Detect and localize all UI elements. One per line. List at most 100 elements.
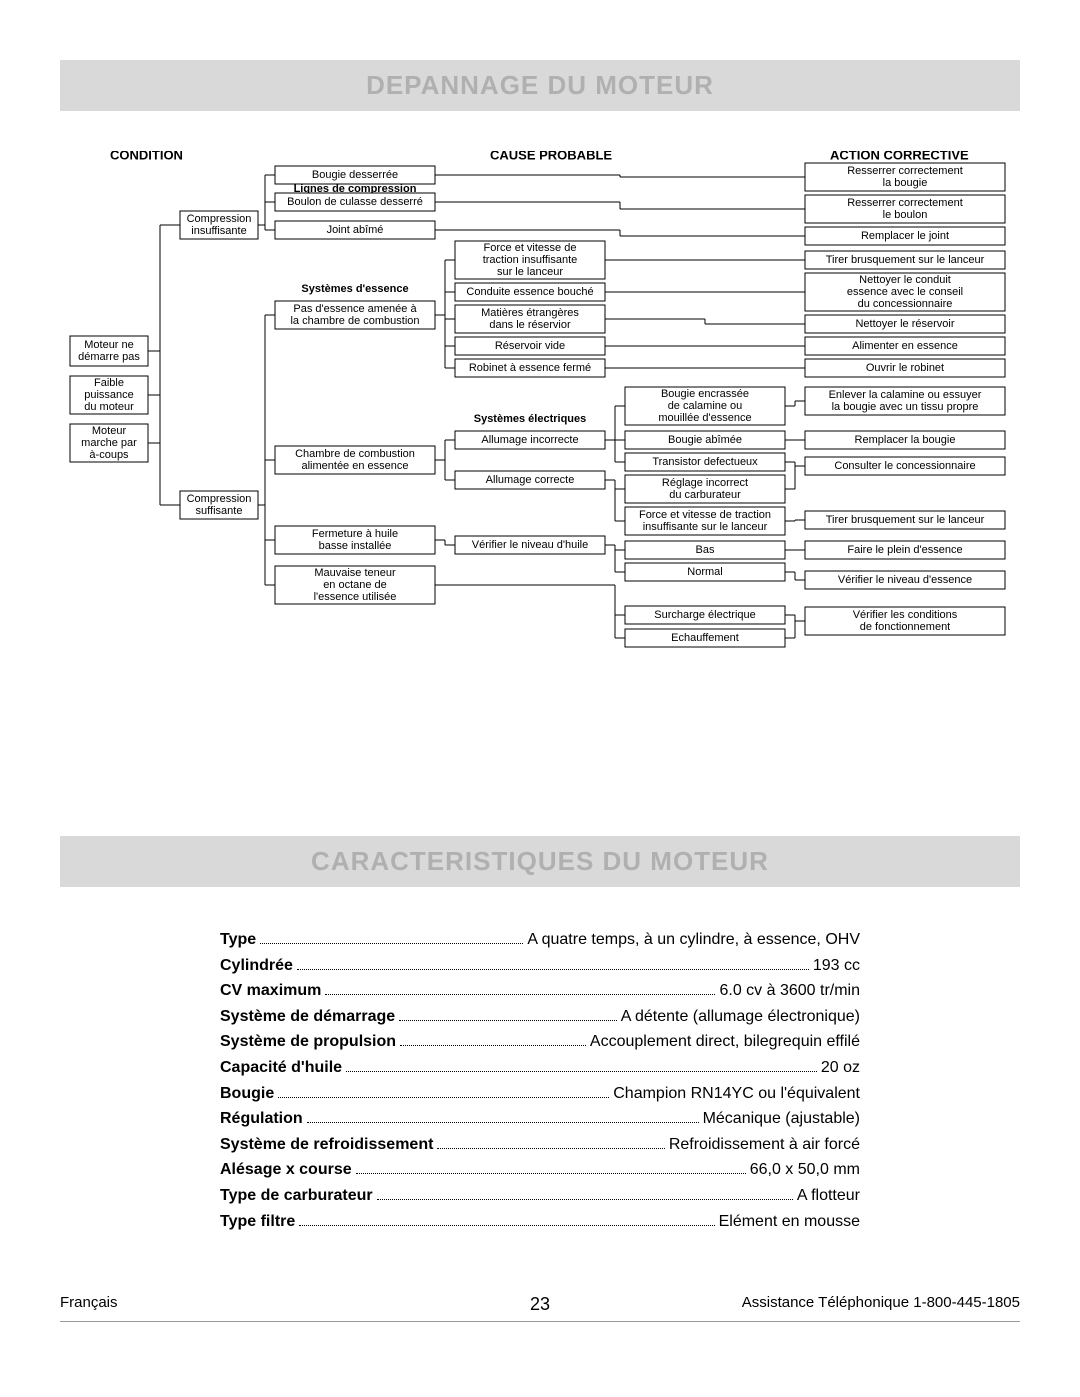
svg-text:Systèmes électriques: Systèmes électriques — [474, 413, 587, 425]
svg-text:Compression: Compression — [187, 213, 252, 225]
svg-text:du moteur: du moteur — [84, 401, 134, 413]
svg-text:Allumage correcte: Allumage correcte — [486, 474, 575, 486]
svg-text:insuffisante: insuffisante — [191, 225, 246, 237]
spec-row: Système de propulsion Accouplement direct… — [220, 1029, 860, 1055]
svg-text:Compression: Compression — [187, 493, 252, 505]
svg-text:insuffisante sur le lanceur: insuffisante sur le lanceur — [643, 521, 768, 533]
svg-text:l'essence utilisée: l'essence utilisée — [314, 591, 397, 603]
spec-row: Type filtreElément en mousse — [220, 1209, 860, 1235]
spec-row: Type de carburateur A flotteur — [220, 1183, 860, 1209]
svg-text:Ouvrir le robinet: Ouvrir le robinet — [866, 362, 944, 374]
svg-text:Chambre de combustion: Chambre de combustion — [295, 448, 415, 460]
svg-text:le boulon: le boulon — [883, 209, 928, 221]
svg-text:Faire le plein d'essence: Faire le plein d'essence — [847, 544, 962, 556]
banner-caracteristiques: CARACTERISTIQUES DU MOTEUR — [60, 836, 1020, 887]
svg-text:mouillée d'essence: mouillée d'essence — [658, 412, 751, 424]
svg-text:Bougie desserrée: Bougie desserrée — [312, 169, 398, 181]
svg-text:sur le lanceur: sur le lanceur — [497, 266, 563, 278]
spec-dots — [356, 1162, 746, 1175]
svg-text:CAUSE PROBABLE: CAUSE PROBABLE — [490, 151, 612, 162]
spec-row: BougieChampion RN14YC ou l'équivalent — [220, 1081, 860, 1107]
svg-text:Consulter le concessionnaire: Consulter le concessionnaire — [834, 460, 975, 472]
spec-row: Alésage x course 66,0 x 50,0 mm — [220, 1157, 860, 1183]
svg-text:Enlever la calamine ou essuyer: Enlever la calamine ou essuyer — [829, 389, 982, 401]
troubleshooting-diagram: CONDITION CAUSE PROBABLE ACTION CORRECTIVE… — [60, 151, 1020, 716]
svg-text:Resserrer correctement: Resserrer correctement — [847, 197, 963, 209]
svg-text:Force et vitesse de traction: Force et vitesse de traction — [639, 509, 771, 521]
svg-text:Bougie encrassée: Bougie encrassée — [661, 388, 749, 400]
svg-text:Remplacer la bougie: Remplacer la bougie — [855, 434, 956, 446]
svg-text:basse installée: basse installée — [319, 540, 392, 552]
spec-label: CV maximum — [220, 978, 321, 1004]
svg-text:Bas: Bas — [696, 544, 715, 556]
svg-text:Moteur ne: Moteur ne — [84, 339, 134, 351]
spec-row: TypeA quatre temps, à un cylindre, à ess… — [220, 927, 860, 953]
spec-row: Capacité d'huile20 oz — [220, 1055, 860, 1081]
svg-text:alimentée en essence: alimentée en essence — [301, 460, 408, 472]
svg-text:ACTION CORRECTIVE: ACTION CORRECTIVE — [830, 151, 969, 162]
svg-text:Alimenter en essence: Alimenter en essence — [852, 340, 958, 352]
svg-text:Tirer brusquement sur le lance: Tirer brusquement sur le lanceur — [826, 514, 985, 526]
svg-text:Allumage incorrecte: Allumage incorrecte — [481, 434, 578, 446]
spec-dots — [437, 1136, 664, 1149]
spec-label: Type de carburateur — [220, 1183, 373, 1209]
svg-text:CONDITION: CONDITION — [110, 151, 183, 162]
spec-dots — [278, 1085, 609, 1098]
spec-dots — [346, 1059, 817, 1072]
footer-right: Assistance Téléphonique 1-800-445-1805 — [558, 1294, 1020, 1315]
svg-text:Remplacer le joint: Remplacer le joint — [861, 230, 949, 242]
spec-value: A détente (allumage électronique) — [621, 1004, 860, 1030]
svg-text:Mauvaise teneur: Mauvaise teneur — [314, 567, 396, 579]
svg-text:de calamine ou: de calamine ou — [668, 400, 743, 412]
spec-dots — [297, 957, 809, 970]
svg-text:Vérifier le niveau d'huile: Vérifier le niveau d'huile — [472, 539, 588, 551]
svg-text:du carburateur: du carburateur — [669, 489, 741, 501]
spec-label: Système de propulsion — [220, 1029, 396, 1055]
svg-text:Nettoyer le conduit: Nettoyer le conduit — [859, 274, 951, 286]
spec-label: Alésage x course — [220, 1157, 352, 1183]
spec-dots — [260, 931, 523, 944]
spec-row: RégulationMécanique (ajustable) — [220, 1106, 860, 1132]
spec-value: 6.0 cv à 3600 tr/min — [719, 978, 860, 1004]
spec-value: Accouplement direct, bilegrequin effilé — [590, 1029, 860, 1055]
svg-text:Transistor defectueux: Transistor defectueux — [652, 456, 758, 468]
svg-text:Nettoyer le réservoir: Nettoyer le réservoir — [855, 318, 954, 330]
footer-page: 23 — [522, 1294, 558, 1315]
svg-text:à-coups: à-coups — [89, 449, 129, 461]
svg-text:Moteur: Moteur — [92, 425, 127, 437]
svg-text:Bougie abîmée: Bougie abîmée — [668, 434, 742, 446]
svg-text:essence avec le conseil: essence avec le conseil — [847, 286, 963, 298]
spec-value: Elément en mousse — [719, 1209, 860, 1235]
spec-label: Système de démarrage — [220, 1004, 395, 1030]
svg-text:Resserrer correctement: Resserrer correctement — [847, 165, 963, 177]
spec-value: 66,0 x 50,0 mm — [750, 1157, 860, 1183]
svg-text:puissance: puissance — [84, 389, 134, 401]
spec-value: A quatre temps, à un cylindre, à essence… — [527, 927, 860, 953]
spec-dots — [377, 1187, 793, 1200]
banner-depannage: DEPANNAGE DU MOTEUR — [60, 60, 1020, 111]
svg-text:Réglage incorrect: Réglage incorrect — [662, 477, 748, 489]
spec-dots — [400, 1034, 586, 1047]
spec-value: Champion RN14YC ou l'équivalent — [613, 1081, 860, 1107]
svg-text:Matières étrangères: Matières étrangères — [481, 307, 579, 319]
spec-row: Cylindrée193 cc — [220, 953, 860, 979]
svg-text:Conduite essence bouché: Conduite essence bouché — [466, 286, 593, 298]
svg-text:Robinet à essence fermé: Robinet à essence fermé — [469, 362, 591, 374]
spec-value: A flotteur — [797, 1183, 860, 1209]
svg-text:Réservoir vide: Réservoir vide — [495, 340, 565, 352]
svg-text:en octane de: en octane de — [323, 579, 387, 591]
svg-text:Echauffement: Echauffement — [671, 632, 739, 644]
svg-text:Faible: Faible — [94, 377, 124, 389]
spec-dots — [307, 1110, 699, 1123]
spec-value: Refroidissement à air forcé — [669, 1132, 860, 1158]
svg-text:suffisante: suffisante — [196, 505, 243, 517]
spec-value: 20 oz — [821, 1055, 860, 1081]
svg-text:la bougie avec un tissu propre: la bougie avec un tissu propre — [832, 401, 979, 413]
svg-text:Vérifier le niveau d'essence: Vérifier le niveau d'essence — [838, 574, 972, 586]
svg-text:la chambre de combustion: la chambre de combustion — [290, 315, 419, 327]
spec-dots — [399, 1008, 617, 1021]
svg-text:marche par: marche par — [81, 437, 137, 449]
spec-row: Système de démarrage A détente (allumage … — [220, 1004, 860, 1030]
specs-table: TypeA quatre temps, à un cylindre, à ess… — [220, 927, 860, 1234]
svg-text:la bougie: la bougie — [883, 177, 928, 189]
